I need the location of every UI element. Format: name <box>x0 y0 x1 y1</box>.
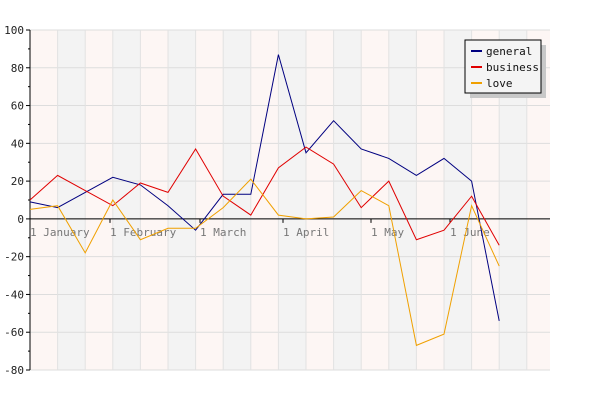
background-band <box>85 30 113 370</box>
x-tick-label: 1 May <box>371 226 404 239</box>
y-tick-label: 40 <box>11 137 24 150</box>
x-tick-label: 1 January <box>30 226 90 239</box>
y-tick-label: 100 <box>4 24 24 37</box>
series-line-love <box>29 178 500 347</box>
y-tick-label: -80 <box>4 364 24 377</box>
x-tick-label: 1 March <box>200 226 246 239</box>
y-tick-label: 60 <box>11 100 24 113</box>
series-line-business <box>29 146 500 246</box>
legend: general business love <box>464 39 546 98</box>
legend-label-business: business <box>486 61 539 74</box>
legend-label-general: general <box>486 45 532 58</box>
legend-label-love: love <box>486 77 513 90</box>
background-bands <box>30 30 550 370</box>
background-band <box>306 30 334 370</box>
background-band <box>140 30 168 370</box>
y-tick-label: -20 <box>4 251 24 264</box>
background-band <box>112 30 141 370</box>
y-tick-label: -60 <box>4 326 24 339</box>
background-band <box>223 30 251 370</box>
series-line-general <box>29 54 500 321</box>
background-band <box>168 30 196 370</box>
x-tick-label: 1 February <box>110 226 177 239</box>
background-band <box>416 30 444 370</box>
y-tick-label: -40 <box>4 288 24 301</box>
background-band <box>278 30 306 370</box>
y-tick-label: 80 <box>11 62 24 75</box>
background-band <box>30 30 58 370</box>
x-tick-label: 1 June <box>450 226 490 239</box>
background-band <box>526 30 550 370</box>
y-tick-label: 0 <box>17 213 24 226</box>
series-lines <box>29 54 500 347</box>
x-tick-label: 1 April <box>283 226 329 239</box>
y-tick-label: 20 <box>11 175 24 188</box>
background-band <box>333 30 362 370</box>
y-axis-ticks: 100 80 60 40 20 0 -20 -40 -60 -80 <box>4 24 30 377</box>
background-band <box>250 30 279 370</box>
background-band <box>361 30 389 370</box>
background-band <box>388 30 417 370</box>
